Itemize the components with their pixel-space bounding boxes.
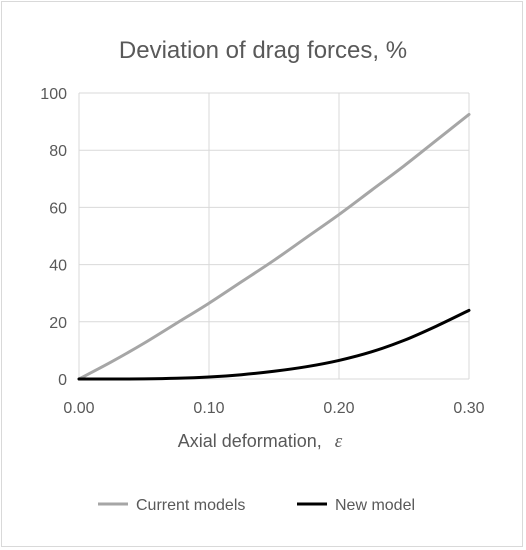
x-tick-label: 0.20 [323,400,354,417]
chart-title: Deviation of drag forces, % [119,37,407,64]
y-tick-label: 40 [49,258,67,275]
x-axis-label-symbol: ε [335,431,343,452]
legend: Current models New model [98,497,415,514]
tick-labels: 0 20 40 60 80 100 0.00 0.10 0.20 0.30 [40,86,484,417]
legend-label: Current models [136,497,245,514]
x-tick-label: 0.00 [63,400,94,417]
series-lines [77,112,471,381]
series-line-current-models [77,112,471,381]
x-axis-label-text: Axial deformation, [178,431,322,451]
y-tick-label: 0 [58,372,67,389]
y-tick-label: 80 [49,143,67,160]
y-tick-label: 60 [49,200,67,217]
x-axis-label: Axial deformation, ε [178,431,343,452]
legend-label: New model [335,497,415,514]
y-tick-label: 100 [40,86,67,103]
x-tick-label: 0.30 [453,400,484,417]
series-line-new-model [77,308,471,381]
x-tick-label: 0.10 [193,400,224,417]
y-tick-label: 20 [49,315,67,332]
